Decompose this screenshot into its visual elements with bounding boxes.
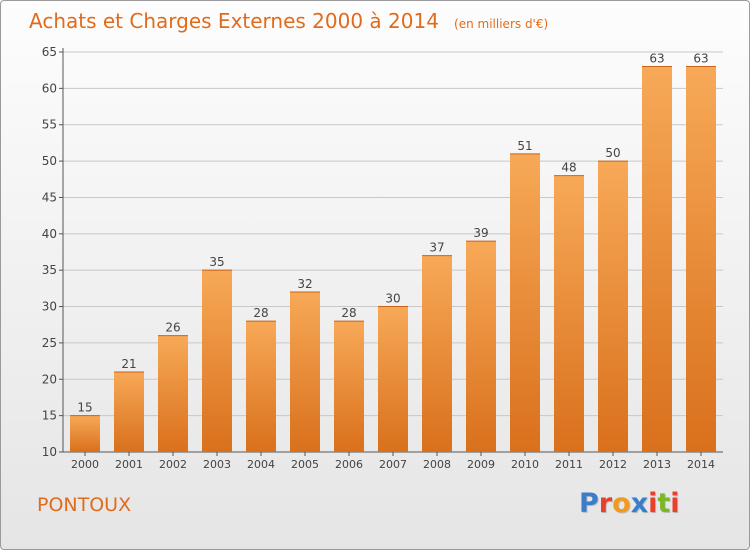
- logo-letter: i: [648, 488, 658, 519]
- x-tick-label: 2010: [511, 458, 539, 471]
- bar-2011: [554, 175, 584, 453]
- x-tick-label: 2008: [423, 458, 451, 471]
- value-label: 26: [165, 321, 180, 335]
- bar-2000: [70, 415, 100, 452]
- commune-name: PONTOUX: [37, 494, 132, 516]
- y-tick-label: 15: [42, 409, 57, 423]
- bar-2008: [422, 255, 452, 452]
- y-tick-label: 60: [42, 81, 57, 95]
- x-tick-label: 2013: [643, 458, 671, 471]
- y-tick-label: 55: [42, 118, 57, 132]
- bar-2005: [290, 292, 320, 452]
- bar-2002: [158, 335, 188, 452]
- y-tick-label: 50: [42, 154, 57, 168]
- x-tick-label: 2001: [115, 458, 143, 471]
- bar-2009: [466, 241, 496, 452]
- chart-title: Achats et Charges Externes 2000 à 2014: [29, 9, 439, 33]
- bar-2010: [510, 153, 540, 452]
- x-tick-label: 2011: [555, 458, 583, 471]
- bar-2012: [598, 161, 628, 452]
- bar-2006: [334, 321, 364, 452]
- value-label: 63: [693, 52, 708, 66]
- bar-2014: [686, 66, 716, 452]
- value-label: 32: [297, 277, 312, 291]
- title-row: Achats et Charges Externes 2000 à 2014 (…: [29, 9, 548, 33]
- logo-letter: P: [579, 488, 599, 519]
- bar-2001: [114, 372, 144, 452]
- x-tick-label: 2014: [687, 458, 715, 471]
- x-tick-label: 2006: [335, 458, 363, 471]
- logo-letter: t: [657, 488, 671, 519]
- x-tick-label: 2007: [379, 458, 407, 471]
- y-tick-label: 65: [42, 45, 57, 59]
- logo-letter: r: [598, 488, 613, 519]
- value-label: 35: [209, 255, 224, 269]
- bars: [70, 66, 716, 453]
- logo-letter: i: [670, 488, 680, 519]
- value-label: 15: [77, 401, 92, 415]
- value-label: 51: [517, 139, 532, 153]
- value-label: 28: [253, 306, 268, 320]
- value-label: 39: [473, 226, 488, 240]
- value-label: 21: [121, 357, 136, 371]
- logo-letter: x: [630, 488, 649, 519]
- x-tick-label: 2005: [291, 458, 319, 471]
- bar-2013: [642, 66, 672, 452]
- x-tick-label: 2000: [71, 458, 99, 471]
- value-label: 63: [649, 52, 664, 66]
- x-tick-label: 2004: [247, 458, 275, 471]
- y-tick-label: 40: [42, 227, 57, 241]
- bar-2003: [202, 270, 232, 452]
- bar-2004: [246, 321, 276, 452]
- x-tick-label: 2002: [159, 458, 187, 471]
- logo-letter: o: [612, 488, 631, 519]
- y-tick-label: 25: [42, 336, 57, 350]
- value-label: 48: [561, 161, 576, 175]
- y-tick-label: 10: [42, 445, 57, 459]
- labels: 15 2000 21 2001 26 2002 35 2003 28 2004 32 2005 28 20…: [71, 52, 715, 471]
- y-tick-label: 20: [42, 372, 57, 386]
- chart-subtitle: (en milliers d'€): [454, 17, 549, 31]
- y-tick-label: 45: [42, 190, 57, 204]
- value-label: 30: [385, 292, 400, 306]
- bar-2007: [378, 306, 408, 452]
- value-label: 37: [429, 241, 444, 255]
- x-tick-label: 2012: [599, 458, 627, 471]
- x-tick-label: 2009: [467, 458, 495, 471]
- y-tick-label: 30: [42, 300, 57, 314]
- x-tick-label: 2003: [203, 458, 231, 471]
- y-tick-label: 35: [42, 263, 57, 277]
- value-label: 50: [605, 146, 620, 160]
- value-label: 28: [341, 306, 356, 320]
- proxiti-logo[interactable]: Proxiti: [579, 488, 680, 519]
